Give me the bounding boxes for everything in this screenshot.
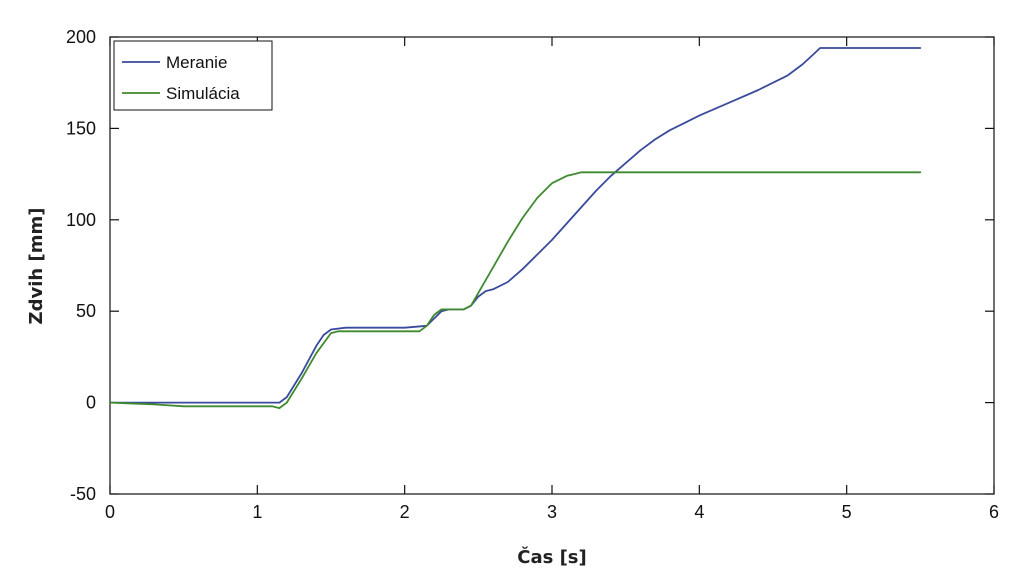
x-tick-label: 2 [400, 502, 410, 522]
y-tick-label: -50 [70, 484, 96, 504]
x-tick-label: 1 [252, 502, 262, 522]
y-tick-label: 150 [66, 118, 96, 138]
series-line-simulacia [109, 171, 922, 410]
y-tick-label: 50 [76, 301, 96, 321]
y-tick-label: 0 [86, 393, 96, 413]
legend: Meranie Simulácia [113, 40, 273, 111]
x-tick-label: 0 [105, 502, 115, 522]
series-line-meranie [109, 47, 922, 404]
legend-label-meranie: Meranie [166, 53, 227, 72]
x-tick-label: 4 [694, 502, 704, 522]
series-lines [109, 47, 922, 410]
plot-area [109, 36, 995, 495]
axis-ticks [109, 36, 995, 495]
axis-tick-labels: 0 1 2 3 4 5 6 -50 0 50 100 150 200 [66, 27, 999, 522]
y-tick-label: 200 [66, 27, 96, 47]
x-tick-label: 5 [842, 502, 852, 522]
y-tick-label: 100 [66, 210, 96, 230]
x-axis-label: Čas [s] [517, 546, 587, 568]
legend-box [113, 40, 273, 111]
x-tick-label: 6 [989, 502, 999, 522]
legend-label-simulacia: Simulácia [166, 84, 240, 103]
y-axis-label: Zdvih [mm] [26, 208, 47, 325]
x-tick-label: 3 [547, 502, 557, 522]
